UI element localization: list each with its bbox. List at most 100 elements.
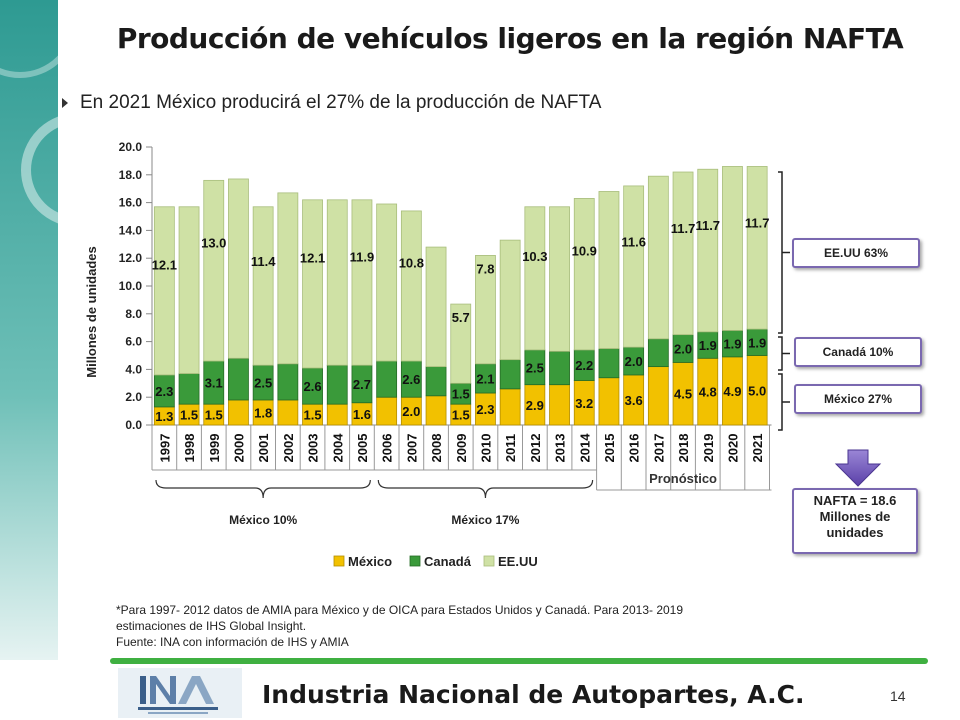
y-tick-label: 4.0 [125, 362, 142, 376]
share-box-mexico: México 27% [794, 384, 922, 414]
x-tick-label-2009: 2009 [454, 434, 469, 463]
bar-eeuu-2019 [697, 168, 719, 333]
data-label-canada-2001: 2.5 [254, 376, 272, 391]
data-label-mexico-2007: 2.0 [402, 404, 420, 419]
data-label-canada-2018: 2.0 [674, 342, 692, 357]
data-label-eeuu-2018: 11.7 [671, 221, 696, 236]
x-tick-label-2015: 2015 [602, 434, 617, 463]
data-label-canada-2014: 2.2 [575, 358, 593, 373]
bar-eeuu-2017 [647, 175, 669, 340]
ina-logo [118, 668, 242, 718]
footnote: *Para 1997- 2012 datos de AMIA para Méxi… [116, 602, 836, 650]
page-number: 14 [890, 688, 906, 704]
page-title: Producción de vehículos ligeros en la re… [116, 22, 904, 55]
data-label-canada-2009: 1.5 [452, 387, 470, 402]
data-label-mexico-2010: 2.3 [476, 402, 494, 417]
data-label-mexico-2001: 1.8 [254, 405, 272, 420]
bullet-arrow-icon [62, 97, 68, 108]
x-tick-label-2011: 2011 [503, 434, 518, 462]
legend-label-mexico: México [348, 554, 392, 569]
bar-eeuu-2018 [672, 171, 694, 336]
data-label-mexico-1999: 1.5 [205, 408, 223, 423]
y-tick-label: 6.0 [125, 335, 142, 349]
x-tick-label-2018: 2018 [676, 434, 691, 463]
bar-canada-2013 [549, 350, 570, 386]
y-tick-label: 2.0 [125, 390, 142, 404]
bar-eeuu-1998 [178, 206, 200, 374]
share-box-eeuu: EE.UU 63% [792, 238, 920, 268]
y-tick-label: 20.0 [119, 140, 143, 154]
y-tick-label: 12.0 [119, 251, 143, 265]
data-label-mexico-2012: 2.9 [526, 398, 544, 413]
legend-label-eeuu: EE.UU [498, 554, 538, 569]
data-label-mexico-2005: 1.6 [353, 407, 371, 422]
data-label-canada-2019: 1.9 [699, 338, 717, 353]
nafta-total-box: NAFTA = 18.6 Millones de unidades [792, 488, 918, 554]
data-label-canada-2012: 2.5 [526, 360, 544, 375]
data-label-mexico-2016: 3.6 [625, 393, 643, 408]
bar-eeuu-2005 [351, 199, 373, 366]
x-tick-label-2010: 2010 [478, 434, 493, 463]
data-label-mexico-2018: 4.5 [674, 387, 692, 402]
legend-label-canada: Canadá [424, 554, 472, 569]
bar-eeuu-2020 [722, 166, 743, 331]
bar-mexico-2006 [376, 396, 398, 426]
bar-canada-2008 [425, 366, 447, 397]
data-label-canada-2007: 2.6 [402, 372, 420, 387]
bar-canada-2015 [598, 348, 620, 379]
data-label-mexico-2020: 4.9 [723, 384, 741, 399]
bar-eeuu-2007 [400, 210, 422, 362]
x-tick-label-2019: 2019 [701, 434, 716, 463]
footnote-line-1: *Para 1997- 2012 datos de AMIA para Méxi… [116, 603, 684, 617]
bar-mexico-2002 [277, 399, 299, 426]
x-tick-label-1998: 1998 [182, 434, 197, 463]
x-tick-label-2020: 2020 [725, 434, 740, 463]
x-tick-label-2013: 2013 [553, 434, 568, 463]
data-label-canada-1999: 3.1 [205, 376, 223, 391]
share-box-canada: Canadá 10% [794, 337, 922, 367]
bar-eeuu-2013 [549, 206, 570, 352]
x-tick-label-1997: 1997 [157, 434, 172, 463]
bar-eeuu-1997 [153, 206, 175, 376]
bar-canada-1998 [178, 373, 200, 405]
bar-mexico-2015 [598, 377, 620, 426]
bar-eeuu-2003 [302, 199, 323, 369]
bar-eeuu-2008 [425, 246, 447, 368]
data-label-eeuu-2009: 5.7 [452, 310, 470, 325]
data-label-canada-2020: 1.9 [723, 337, 741, 352]
data-label-canada-2021: 1.9 [748, 335, 766, 350]
footer-divider [110, 658, 928, 664]
bracket-1997-2005 [155, 479, 371, 499]
data-label-canada-2010: 2.1 [476, 371, 494, 386]
bar-eeuu-2010 [475, 255, 496, 365]
bar-eeuu-2009 [450, 303, 472, 384]
x-tick-label-2008: 2008 [429, 434, 444, 463]
data-label-mexico-2009: 1.5 [452, 408, 470, 423]
x-tick-label-2014: 2014 [577, 433, 592, 463]
x-tick-label-2000: 2000 [231, 434, 246, 463]
bar-eeuu-2006 [376, 203, 398, 362]
data-label-canada-2003: 2.6 [304, 379, 322, 394]
data-label-eeuu-2014: 10.9 [572, 243, 597, 258]
bar-eeuu-2016 [623, 185, 645, 348]
bar-eeuu-2004 [326, 199, 348, 366]
x-tick-label-2016: 2016 [627, 434, 642, 463]
data-label-eeuu-2005: 11.9 [350, 250, 375, 265]
footnote-line-2: estimaciones de IHS Global Insight. [116, 619, 307, 633]
y-tick-label: 0.0 [125, 418, 142, 432]
bar-mexico-2013 [549, 384, 570, 426]
bar-eeuu-1999 [203, 179, 225, 362]
data-label-eeuu-2019: 11.7 [695, 218, 720, 233]
data-label-mexico-2019: 4.8 [699, 385, 717, 400]
data-label-eeuu-2012: 10.3 [522, 249, 547, 264]
share-bracket-mexico [778, 373, 790, 431]
y-tick-label: 18.0 [119, 168, 143, 182]
bar-eeuu-2015 [598, 191, 620, 349]
bracket-label-mexico-17: México 17% [451, 513, 519, 527]
x-tick-label-2006: 2006 [380, 434, 395, 463]
data-label-mexico-2021: 5.0 [748, 383, 766, 398]
bar-canada-2004 [326, 364, 348, 405]
data-label-eeuu-2001: 11.4 [251, 254, 276, 269]
bar-canada-2011 [499, 359, 521, 390]
bar-eeuu-2002 [277, 192, 299, 365]
